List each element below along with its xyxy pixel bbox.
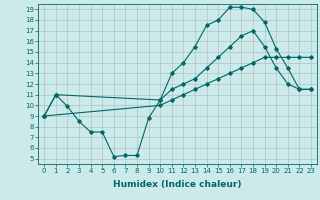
X-axis label: Humidex (Indice chaleur): Humidex (Indice chaleur) [113, 180, 242, 189]
